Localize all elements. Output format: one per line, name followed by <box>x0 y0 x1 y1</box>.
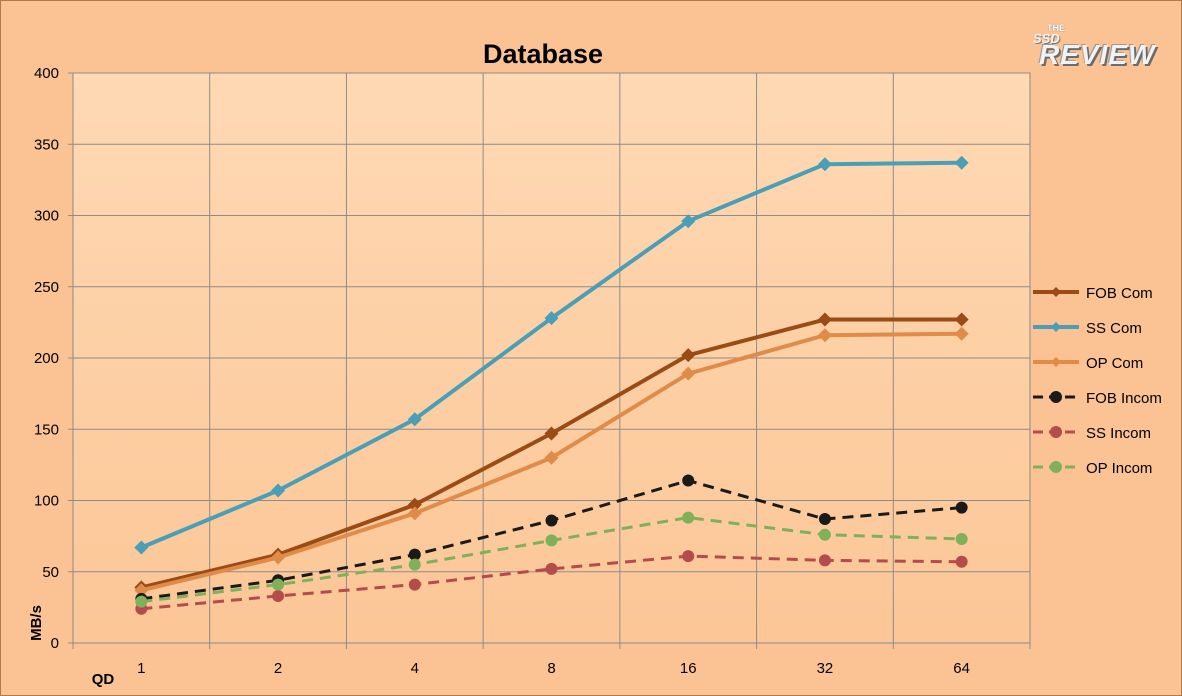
data-point-marker <box>1050 391 1062 403</box>
data-point-marker <box>272 589 285 602</box>
data-point-marker <box>682 511 695 524</box>
logo-the-text: THE <box>1047 23 1065 33</box>
data-point-marker <box>135 595 148 608</box>
data-point-marker <box>407 506 422 521</box>
x-tick-label: 64 <box>953 660 970 677</box>
data-point-marker <box>1050 461 1062 473</box>
data-point-marker <box>407 412 422 427</box>
axes: 0 50 100 150 200 250 300 350 400 1 2 4 8 16 32 64 <box>34 65 1031 677</box>
data-point-marker <box>954 312 969 327</box>
data-point-marker <box>1051 322 1061 332</box>
data-point-marker <box>408 548 421 561</box>
y-tick-label: 250 <box>34 279 59 296</box>
legend-label: SS Com <box>1086 320 1142 337</box>
x-tick-label: 1 <box>137 660 145 677</box>
x-axis-label: QD <box>92 671 115 688</box>
logo-ssd-text: SSD <box>1033 31 1060 46</box>
data-point-marker <box>408 558 421 571</box>
legend-entry: SS Incom <box>1033 425 1151 442</box>
data-point-marker <box>407 497 422 512</box>
y-axis-label: MB/s <box>28 605 45 641</box>
legend-label: OP Incom <box>1086 460 1152 477</box>
y-tick-label: 400 <box>34 65 59 82</box>
data-point-marker <box>681 214 696 229</box>
data-point-marker <box>681 366 696 381</box>
legend-entry: FOB Com <box>1033 285 1153 302</box>
data-point-marker <box>818 554 831 567</box>
legend: FOB Com SS Com OP Com FOB Incom SS Incom OP I… <box>1033 285 1162 477</box>
y-tick-label: 300 <box>34 208 59 225</box>
data-point-marker <box>817 157 832 172</box>
x-tick-label: 8 <box>547 660 555 677</box>
data-point-marker <box>544 426 559 441</box>
data-point-marker <box>818 528 831 541</box>
x-tick-label: 16 <box>680 660 697 677</box>
y-tick-label: 0 <box>51 635 59 652</box>
data-point-marker <box>545 534 558 547</box>
legend-label: FOB Incom <box>1086 390 1162 407</box>
ssd-review-logo: THE SSD REVIEW <box>1033 23 1163 71</box>
data-point-marker <box>682 550 695 563</box>
series-ss-com <box>134 155 969 555</box>
data-point-marker <box>955 532 968 545</box>
x-tick-label: 4 <box>411 660 419 677</box>
x-tick-label: 32 <box>817 660 834 677</box>
legend-entry: OP Incom <box>1033 460 1152 477</box>
data-point-marker <box>818 513 831 526</box>
data-point-marker <box>955 501 968 514</box>
data-point-marker <box>134 540 149 555</box>
data-point-marker <box>544 311 559 326</box>
y-tick-label: 350 <box>34 136 59 153</box>
series-op-incom <box>135 511 968 608</box>
legend-entry: FOB Incom <box>1033 390 1162 407</box>
data-point-marker <box>544 450 559 465</box>
data-point-marker <box>408 578 421 591</box>
series-op-com <box>134 326 969 598</box>
chart-title: Database <box>483 39 603 69</box>
data-point-marker <box>545 514 558 527</box>
legend-label: SS Incom <box>1086 425 1151 442</box>
y-tick-label: 200 <box>34 350 59 367</box>
data-point-marker <box>1050 426 1062 438</box>
data-point-marker <box>954 326 969 341</box>
data-point-marker <box>817 312 832 327</box>
data-point-marker <box>954 155 969 170</box>
y-tick-label: 50 <box>42 564 59 581</box>
data-point-marker <box>545 562 558 575</box>
grid-lines <box>73 72 1030 643</box>
y-tick-label: 100 <box>34 493 59 510</box>
data-point-marker <box>272 578 285 591</box>
legend-label: OP Com <box>1086 355 1143 372</box>
data-point-marker <box>134 583 149 598</box>
logo-review-text: REVIEW <box>1039 39 1156 70</box>
legend-entry: OP Com <box>1033 355 1143 372</box>
x-tick-label: 2 <box>274 660 282 677</box>
data-point-marker <box>271 483 286 498</box>
data-point-marker <box>682 474 695 487</box>
series-ss-incom <box>135 550 968 615</box>
legend-label: FOB Com <box>1086 285 1153 302</box>
series-group <box>134 155 969 615</box>
data-point-marker <box>955 555 968 568</box>
data-point-marker <box>681 348 696 363</box>
data-point-marker <box>271 550 286 565</box>
legend-entry: SS Com <box>1033 320 1142 337</box>
data-point-marker <box>1051 287 1061 297</box>
y-tick-label: 150 <box>34 421 59 438</box>
data-point-marker <box>817 328 832 343</box>
data-point-marker <box>1051 357 1061 367</box>
